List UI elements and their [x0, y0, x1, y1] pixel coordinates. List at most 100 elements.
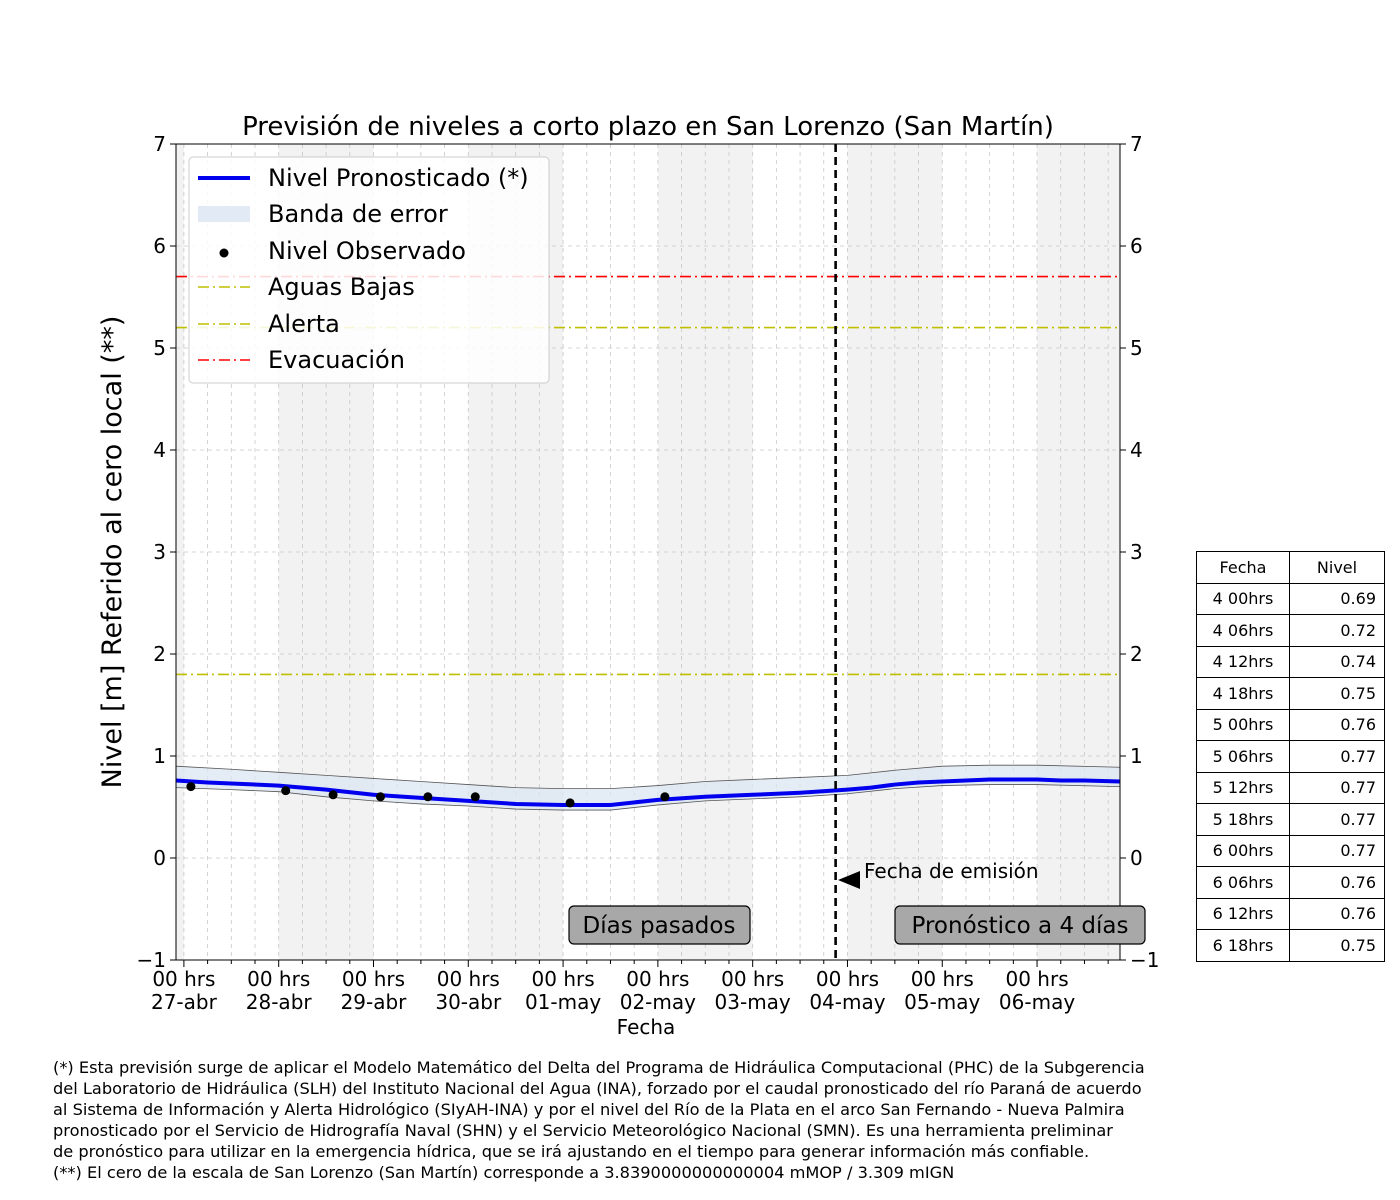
x-tick-label-date: 29-abr [341, 990, 408, 1014]
y-tick-label-right: 2 [1130, 642, 1143, 666]
chart-title: Previsión de niveles a corto plazo en Sa… [242, 112, 1054, 142]
forecast-days-box [894, 905, 1146, 945]
x-tick-label-hour: 00 hrs [721, 967, 784, 991]
x-tick-label-hour: 00 hrs [342, 967, 405, 991]
legend-label-observed: Nivel Observado [268, 237, 466, 265]
table-row: 4 12hrs 0.74 [1196, 645, 1385, 678]
y-tick-label: 7 [153, 132, 166, 156]
x-tick-label-date: 05-may [904, 990, 980, 1014]
y-tick-label: 3 [153, 540, 166, 564]
table-cell-fecha: 4 18hrs [1196, 677, 1290, 710]
observed-point [565, 798, 575, 808]
table-row: 6 00hrs 0.77 [1196, 834, 1385, 867]
table-cell-nivel: 0.76 [1289, 708, 1385, 741]
y-tick-label: 1 [153, 744, 166, 768]
y-axis-label: Nivel [m] Referido al cero local (**) [97, 316, 128, 789]
table-cell-fecha: 4 12hrs [1196, 645, 1290, 678]
table-row: 5 06hrs 0.77 [1196, 740, 1385, 773]
x-tick-label-date: 02-may [620, 990, 696, 1014]
x-tick-label-date: 28-abr [246, 990, 313, 1014]
table-cell-fecha: 6 06hrs [1196, 866, 1290, 899]
x-tick-label-date: 01-may [525, 990, 601, 1014]
emission-date-label: Fecha de emisión [864, 859, 1039, 883]
table-cell-fecha: 4 00hrs [1196, 582, 1290, 615]
x-tick-label-date: 04-may [809, 990, 885, 1014]
observed-point [660, 792, 670, 802]
observed-point [186, 782, 196, 792]
footnote-line: pronosticado por el Servicio de Hidrogra… [53, 1121, 1113, 1140]
table-cell-nivel: 0.69 [1289, 582, 1385, 615]
legend-label-threshold: Aguas Bajas [268, 273, 415, 301]
table-row: 6 12hrs 0.76 [1196, 897, 1385, 930]
legend-label-forecast: Nivel Pronosticado (*) [268, 164, 529, 192]
footnote-line: de pronóstico para utilizar en la emerge… [53, 1142, 1090, 1161]
table-header-nivel: Nivel [1289, 551, 1385, 584]
observed-point [328, 790, 338, 800]
y-tick-label: 2 [153, 642, 166, 666]
y-tick-label-right: 7 [1130, 132, 1143, 156]
y-tick-label-right: −1 [1130, 948, 1159, 972]
footnote-line: (**) El cero de la escala de San Lorenzo… [53, 1163, 955, 1182]
table-row: 5 00hrs 0.76 [1196, 708, 1385, 741]
forecast-days-label: Pronóstico a 4 días [912, 913, 1129, 939]
table-cell-nivel: 0.77 [1289, 834, 1385, 867]
y-tick-label: −1 [137, 948, 166, 972]
x-tick-label-date: 03-may [715, 990, 791, 1014]
table-cell-nivel: 0.72 [1289, 614, 1385, 647]
x-axis-label: Fecha [617, 1015, 676, 1039]
past-days-box [568, 905, 751, 945]
table-row: 4 06hrs 0.72 [1196, 614, 1385, 647]
y-tick-label-right: 1 [1130, 744, 1143, 768]
table-header-row: Fecha Nivel [1196, 551, 1385, 584]
x-tick-label-hour: 00 hrs [532, 967, 595, 991]
footnote: (*) Esta previsión surge de aplicar el M… [53, 1057, 1383, 1183]
table-cell-fecha: 5 00hrs [1196, 708, 1290, 741]
legend-swatch-band [198, 206, 250, 222]
legend-label-threshold: Evacuación [268, 346, 405, 374]
table-row: 6 18hrs 0.75 [1196, 929, 1385, 962]
y-tick-label: 6 [153, 234, 166, 258]
x-tick-label-date: 27-abr [151, 990, 218, 1014]
table-cell-fecha: 6 18hrs [1196, 929, 1290, 962]
footnote-line: del Laboratorio de Hidráulica (SLH) del … [53, 1079, 1142, 1098]
emission-arrow-head [838, 871, 860, 889]
table-row: 5 18hrs 0.77 [1196, 803, 1385, 836]
table-cell-nivel: 0.74 [1289, 645, 1385, 678]
y-tick-label-right: 5 [1130, 336, 1143, 360]
y-tick-label-right: 4 [1130, 438, 1143, 462]
table-row: 5 12hrs 0.77 [1196, 771, 1385, 804]
table-cell-fecha: 6 12hrs [1196, 897, 1290, 930]
table-cell-nivel: 0.75 [1289, 677, 1385, 710]
table-cell-fecha: 5 18hrs [1196, 803, 1290, 836]
forecast-line [176, 777, 1120, 807]
x-tick-label-hour: 00 hrs [626, 967, 689, 991]
footnote-line: (*) Esta previsión surge de aplicar el M… [53, 1058, 1145, 1077]
legend-swatch-observed [219, 248, 229, 258]
observed-point [470, 792, 480, 802]
x-tick-label-hour: 00 hrs [437, 967, 500, 991]
x-tick-label-hour: 00 hrs [816, 967, 879, 991]
x-tick-label-hour: 00 hrs [247, 967, 310, 991]
table-cell-nivel: 0.75 [1289, 929, 1385, 962]
y-tick-label-right: 3 [1130, 540, 1143, 564]
table-row: 6 06hrs 0.76 [1196, 866, 1385, 899]
table-header-fecha: Fecha [1196, 551, 1290, 584]
x-tick-label-hour: 00 hrs [1005, 967, 1068, 991]
x-tick-label-hour: 00 hrs [911, 967, 974, 991]
observed-point [375, 792, 385, 802]
y-tick-label: 5 [153, 336, 166, 360]
legend-label-threshold: Alerta [268, 310, 340, 338]
table-row: 4 00hrs 0.69 [1196, 582, 1385, 615]
table-cell-fecha: 4 06hrs [1196, 614, 1290, 647]
observed-point [423, 792, 433, 802]
table-cell-fecha: 5 12hrs [1196, 771, 1290, 804]
table-cell-nivel: 0.76 [1289, 866, 1385, 899]
x-tick-label-date: 06-may [999, 990, 1075, 1014]
observed-point [281, 786, 291, 796]
table-cell-fecha: 5 06hrs [1196, 740, 1290, 773]
legend-label-band: Banda de error [268, 200, 448, 228]
table-cell-nivel: 0.76 [1289, 897, 1385, 930]
past-days-label: Días pasados [583, 913, 736, 939]
forecast-table: Fecha Nivel 4 00hrs 0.69 4 06hrs 0.72 4 12hr… [1196, 551, 1385, 962]
